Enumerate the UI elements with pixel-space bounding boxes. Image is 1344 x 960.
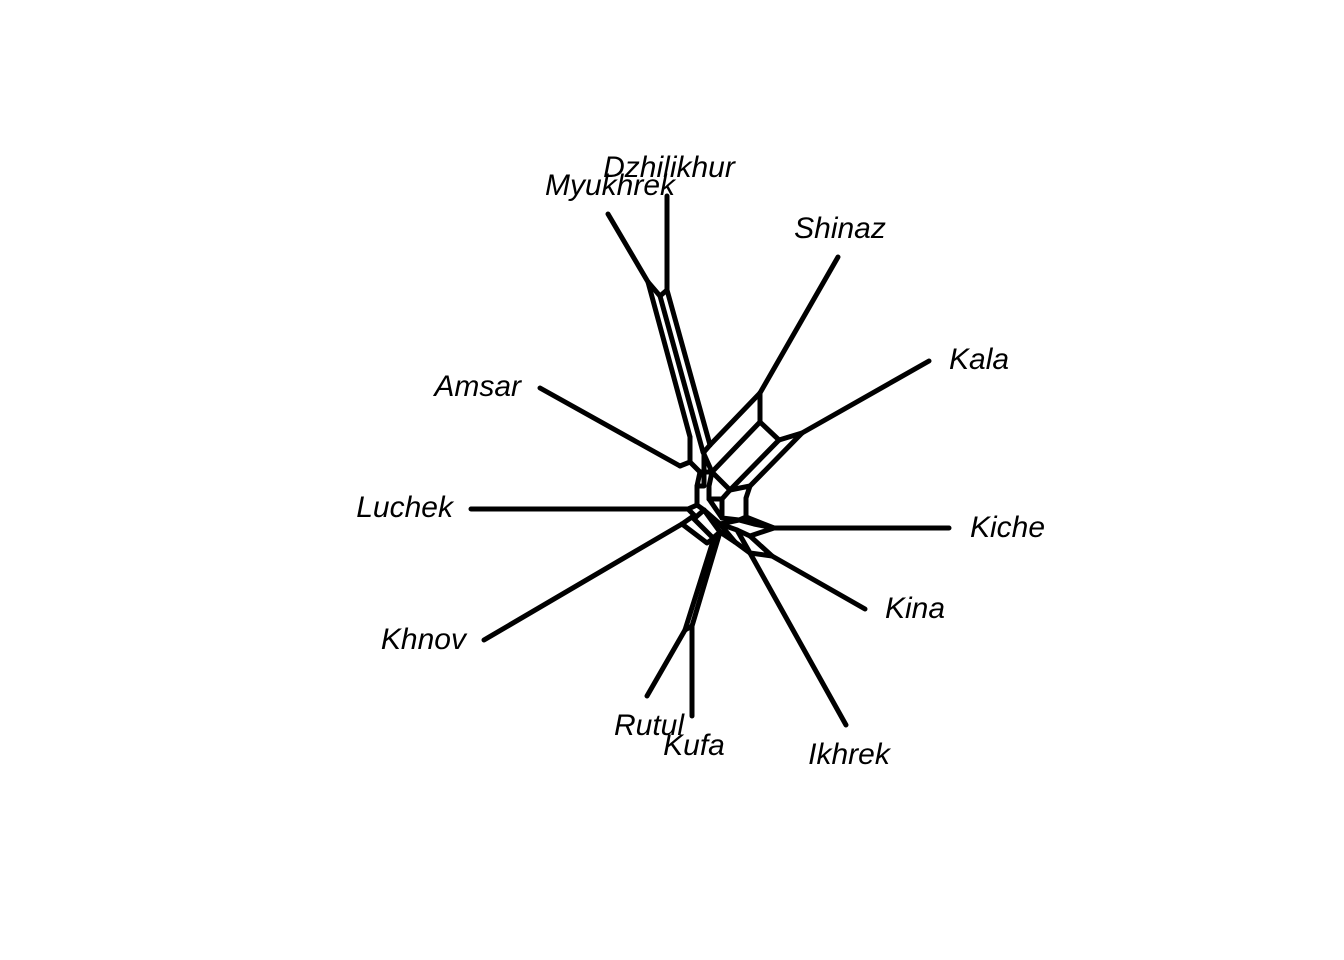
split-north-d [664, 287, 713, 448]
center-box-7 [727, 483, 753, 523]
split-east-e [709, 419, 763, 475]
center-box-2 [687, 449, 715, 475]
label-shinaz: Shinaz [794, 212, 886, 245]
label-amsar: Amsar [432, 370, 522, 403]
edge-kina [769, 553, 868, 612]
split-north-b [645, 279, 693, 440]
edge-shinaz [757, 254, 841, 396]
split-east-d [707, 390, 763, 448]
edge-myukhrek [605, 211, 651, 285]
center-box-6 [706, 469, 733, 502]
label-ikhrek: Ikhrek [808, 738, 892, 771]
edge-rutul [644, 627, 688, 699]
network-edges [468, 193, 952, 728]
center-box-4 [706, 469, 715, 502]
label-kiche: Kiche [970, 511, 1045, 544]
label-myukhrek: Myukhrek [545, 169, 677, 202]
center-box-9 [706, 496, 725, 521]
label-rutul: Rutul [614, 709, 685, 742]
label-kufa: Kufa [663, 729, 725, 762]
label-khnov: Khnov [381, 623, 468, 656]
split-east-g [747, 430, 805, 489]
edge-kala [799, 358, 932, 436]
center-box-14 [734, 527, 775, 559]
label-kala: Kala [949, 343, 1009, 376]
label-kina: Kina [885, 592, 945, 625]
label-dzhilikhur: Dzhilikhur [603, 151, 736, 184]
taxon-labels: Dzhilikhur Myukhrek Shinaz Kala Amsar Lu… [356, 151, 1045, 771]
center-box-5 [694, 442, 713, 489]
split-north-c [657, 293, 706, 455]
edge-ikhrek [747, 550, 849, 728]
split-south-c [689, 529, 723, 629]
split-east-f [727, 437, 782, 493]
edge-amsar [537, 385, 683, 469]
edge-khnov [481, 521, 685, 643]
center-box-3 [694, 469, 707, 513]
split-south-b [682, 535, 717, 633]
center-box-8 [719, 496, 742, 523]
label-luchek: Luchek [356, 491, 455, 524]
split-east-b [757, 419, 782, 443]
